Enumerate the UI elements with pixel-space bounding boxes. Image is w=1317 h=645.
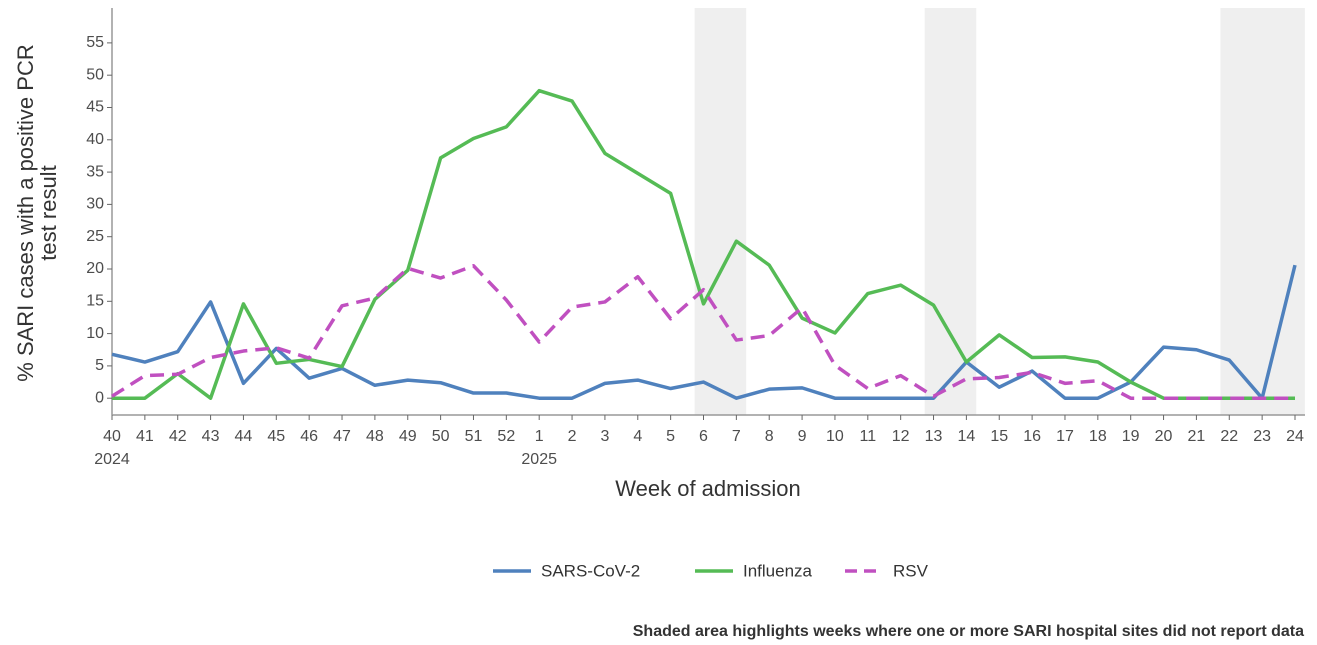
x-tick-label: 15	[990, 428, 1008, 445]
y-tick-label: 20	[86, 260, 104, 277]
x-tick-label: 10	[826, 428, 844, 445]
x-tick-label: 52	[497, 428, 515, 445]
legend-label: SARS-CoV-2	[541, 561, 640, 580]
x-tick-label: 3	[600, 428, 609, 445]
legend-label: RSV	[893, 561, 929, 580]
x-tick-label: 2	[568, 428, 577, 445]
y-tick-label: 40	[86, 131, 104, 148]
x-tick-label: 9	[798, 428, 807, 445]
y-tick-label: 10	[86, 325, 104, 342]
x-tick-label: 40	[103, 428, 121, 445]
x-tick-label: 14	[957, 428, 975, 445]
shading	[694, 8, 1305, 415]
y-tick-label: 45	[86, 99, 104, 116]
x-tick-label: 23	[1253, 428, 1271, 445]
shaded-region	[694, 8, 747, 415]
x-tick-label: 18	[1089, 428, 1107, 445]
x-tick-label: 24	[1286, 428, 1304, 445]
series-line	[111, 264, 1295, 400]
x-tick-label: 49	[399, 428, 417, 445]
x-tick-label: 21	[1188, 428, 1206, 445]
x-tick-label: 48	[366, 428, 384, 445]
x-tick-label: 46	[300, 428, 318, 445]
x-tick-label: 47	[333, 428, 351, 445]
x-tick-label: 12	[892, 428, 910, 445]
y-tick-label: 50	[86, 66, 104, 83]
x-tick-label: 4	[633, 428, 642, 445]
x-tick-label: 8	[765, 428, 774, 445]
footnote: Shaded area highlights weeks where one o…	[633, 623, 1304, 640]
x-tick-label: 6	[699, 428, 708, 445]
y-tick-label: 55	[86, 34, 104, 51]
series-line	[111, 264, 1297, 400]
x-tick-label: 45	[267, 428, 285, 445]
y-axis-title: % SARI cases with a positive PCR	[13, 44, 38, 381]
x-tick-label: 43	[202, 428, 220, 445]
x-tick-label: 51	[465, 428, 483, 445]
x-tick-label: 1	[535, 428, 544, 445]
y-tick-label: 35	[86, 163, 104, 180]
x-tick-label: 11	[860, 428, 877, 445]
shaded-region	[1220, 8, 1305, 415]
x-tick-label: 22	[1220, 428, 1238, 445]
y-tick-label: 25	[86, 228, 104, 245]
legend-label: Influenza	[743, 561, 813, 580]
x-year-label: 2024	[94, 451, 130, 468]
y-tick-label: 30	[86, 196, 104, 213]
shaded-region	[924, 8, 977, 415]
x-tick-label: 16	[1023, 428, 1041, 445]
x-tick-label: 42	[169, 428, 187, 445]
x-axis-title: Week of admission	[615, 476, 800, 501]
y-tick-label: 5	[95, 357, 104, 374]
x-tick-label: 7	[732, 428, 741, 445]
x-year-label: 2025	[521, 451, 557, 468]
x-tick-label: 17	[1056, 428, 1074, 445]
x-tick-label: 44	[235, 428, 253, 445]
x-tick-label: 20	[1155, 428, 1173, 445]
y-tick-label: 0	[95, 389, 104, 406]
x-tick-label: 50	[432, 428, 450, 445]
x-tick-label: 41	[136, 428, 154, 445]
x-tick-label: 13	[925, 428, 943, 445]
x-tick-label: 5	[666, 428, 675, 445]
x-tick-label: 19	[1122, 428, 1140, 445]
y-tick-label: 15	[86, 293, 104, 310]
y-axis-title: test result	[36, 165, 61, 260]
